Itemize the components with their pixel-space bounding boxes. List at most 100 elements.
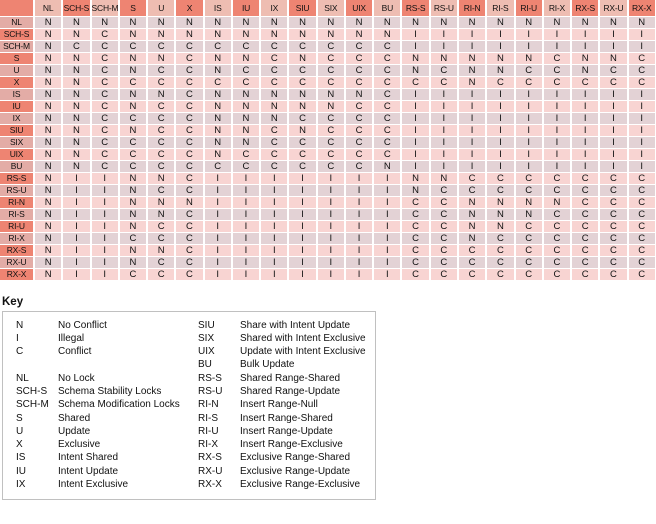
- matrix-cell-bu-x: C: [175, 160, 205, 173]
- matrix-cell-rx-u-s: N: [118, 256, 149, 269]
- matrix-cell-siu-rs-u: I: [429, 124, 459, 137]
- matrix-cell-ri-x-uix: I: [344, 232, 375, 245]
- matrix-cell-ri-x-s: C: [118, 232, 149, 245]
- matrix-cell-s-rs-s: N: [401, 52, 431, 65]
- matrix-cell-iu-nl: N: [34, 100, 64, 113]
- matrix-cell-ri-u-sch-s: I: [62, 220, 92, 233]
- matrix-cell-ri-u-ix: I: [260, 220, 290, 233]
- matrix-cell-s-sch-s: N: [62, 52, 92, 65]
- matrix-cell-nl-uix: N: [344, 16, 375, 29]
- matrix-cell-uix-iu: C: [231, 148, 262, 161]
- matrix-cell-siu-ri-u: I: [514, 124, 544, 137]
- matrix-cell-u-is: N: [203, 64, 233, 77]
- key-desc: Exclusive Range-Shared: [240, 452, 351, 464]
- matrix-row-nl: NL N N N N N N N N N N N N N N N N N N N N N N: [0, 16, 656, 29]
- matrix-cell-rx-u-ri-s: C: [486, 256, 516, 269]
- matrix-row-ri-x: RI-X N I I C C C I I I I I I I C C N C C C C C C: [0, 232, 656, 245]
- matrix-cell-u-six: C: [316, 64, 346, 77]
- matrix-cell-sch-m-siu: C: [288, 40, 318, 53]
- matrix-cell-sch-s-uix: N: [344, 28, 375, 41]
- matrix-corner-cell: [0, 0, 35, 17]
- matrix-cell-is-ri-u: I: [514, 88, 544, 101]
- matrix-cell-ri-x-ri-u: C: [514, 232, 544, 245]
- matrix-cell-x-is: C: [203, 76, 233, 89]
- matrix-cell-sch-s-rs-s: I: [401, 28, 431, 41]
- key-entry: UIX Update with Intent Exclusive: [185, 345, 367, 358]
- matrix-cell-u-rx-s: N: [571, 64, 601, 77]
- matrix-cell-ri-u-x: C: [175, 220, 205, 233]
- matrix-cell-ri-x-rx-s: C: [571, 232, 601, 245]
- matrix-cell-sch-m-rs-u: I: [429, 40, 459, 53]
- matrix-cell-is-iu: N: [231, 88, 262, 101]
- matrix-cell-ri-u-rx-x: C: [627, 220, 656, 233]
- matrix-cell-bu-u: C: [147, 160, 177, 173]
- key-desc: Insert Range-Shared: [240, 412, 333, 424]
- matrix-cell-six-ri-x: I: [542, 136, 573, 149]
- matrix-cell-six-rs-s: I: [401, 136, 431, 149]
- matrix-cell-ri-x-bu: I: [373, 232, 403, 245]
- matrix-cell-ix-siu: C: [288, 112, 318, 125]
- key-desc: Insert Range-Null: [240, 399, 318, 411]
- matrix-cell-rs-u-ri-u: C: [514, 184, 544, 197]
- matrix-cell-ri-x-x: C: [175, 232, 205, 245]
- matrix-cell-rx-x-ri-x: C: [542, 268, 573, 281]
- key-desc: Shared Range-Update: [240, 385, 341, 397]
- matrix-cell-rx-s-bu: I: [373, 244, 403, 257]
- key-entry: RX-S Exclusive Range-Shared: [185, 451, 367, 464]
- matrix-cell-is-u: N: [147, 88, 177, 101]
- matrix-cell-iu-six: N: [316, 100, 346, 113]
- key-abbr: BU: [198, 359, 212, 371]
- matrix-cell-iu-rx-s: I: [571, 100, 601, 113]
- matrix-cell-bu-s: C: [118, 160, 149, 173]
- col-header-s: S: [118, 0, 149, 17]
- matrix-cell-uix-rs-u: I: [429, 148, 459, 161]
- key-entry: N No Conflict: [3, 319, 185, 332]
- key-abbr: IX: [16, 479, 26, 491]
- matrix-cell-ri-u-rx-u: C: [599, 220, 629, 233]
- row-header-nl: NL: [0, 16, 35, 29]
- matrix-row-rx-x: RX-X N I I C C C I I I I I I I C C C C C C C C C: [0, 268, 656, 281]
- matrix-cell-ri-u-is: I: [203, 220, 233, 233]
- matrix-cell-x-bu: C: [373, 76, 403, 89]
- matrix-cell-rs-u-x: C: [175, 184, 205, 197]
- matrix-cell-ri-n-rx-u: C: [599, 196, 629, 209]
- matrix-cell-sch-m-rx-x: I: [627, 40, 656, 53]
- matrix-cell-ri-s-sch-m: I: [90, 208, 120, 221]
- matrix-cell-ri-x-sch-m: I: [90, 232, 120, 245]
- row-header-u: U: [0, 64, 35, 77]
- key-heading: Key: [2, 295, 24, 308]
- matrix-row-six: SIX N N C C C C N N C C C C C I I I I I I I I I: [0, 136, 656, 149]
- matrix-cell-rx-x-uix: I: [344, 268, 375, 281]
- matrix-cell-ri-x-rs-u: C: [429, 232, 459, 245]
- matrix-cell-nl-six: N: [316, 16, 346, 29]
- row-header-rs-s: RS-S: [0, 172, 35, 185]
- matrix-cell-nl-bu: N: [373, 16, 403, 29]
- matrix-cell-siu-ix: C: [260, 124, 290, 137]
- row-header-ri-u: RI-U: [0, 220, 35, 233]
- matrix-cell-iu-is: N: [203, 100, 233, 113]
- matrix-cell-uix-ri-n: I: [457, 148, 488, 161]
- matrix-cell-ri-x-ri-s: C: [486, 232, 516, 245]
- matrix-cell-rs-s-rx-x: C: [627, 172, 656, 185]
- matrix-cell-rs-s-ri-n: C: [457, 172, 488, 185]
- matrix-cell-ri-s-iu: I: [231, 208, 262, 221]
- matrix-cell-sch-m-nl: N: [34, 40, 64, 53]
- matrix-cell-uix-siu: C: [288, 148, 318, 161]
- matrix-cell-x-ri-s: C: [486, 76, 516, 89]
- matrix-cell-ix-bu: C: [373, 112, 403, 125]
- matrix-cell-ri-s-rx-s: C: [571, 208, 601, 221]
- matrix-cell-ri-x-nl: N: [34, 232, 64, 245]
- matrix-cell-ri-u-six: I: [316, 220, 346, 233]
- key-desc: Schema Stability Locks: [58, 385, 162, 397]
- matrix-cell-rs-s-uix: I: [344, 172, 375, 185]
- matrix-cell-iu-ix: N: [260, 100, 290, 113]
- matrix-cell-rx-s-sch-s: I: [62, 244, 92, 257]
- key-box: N No Conflict I Illegal C Conflict NL No Lock SC…: [2, 310, 376, 501]
- matrix-cell-rs-u-ri-n: C: [457, 184, 488, 197]
- matrix-cell-ix-ri-u: I: [514, 112, 544, 125]
- matrix-cell-ri-n-is: I: [203, 196, 233, 209]
- matrix-cell-sch-m-iu: C: [231, 40, 262, 53]
- matrix-cell-rs-u-ix: I: [260, 184, 290, 197]
- matrix-cell-rs-s-rx-u: C: [599, 172, 629, 185]
